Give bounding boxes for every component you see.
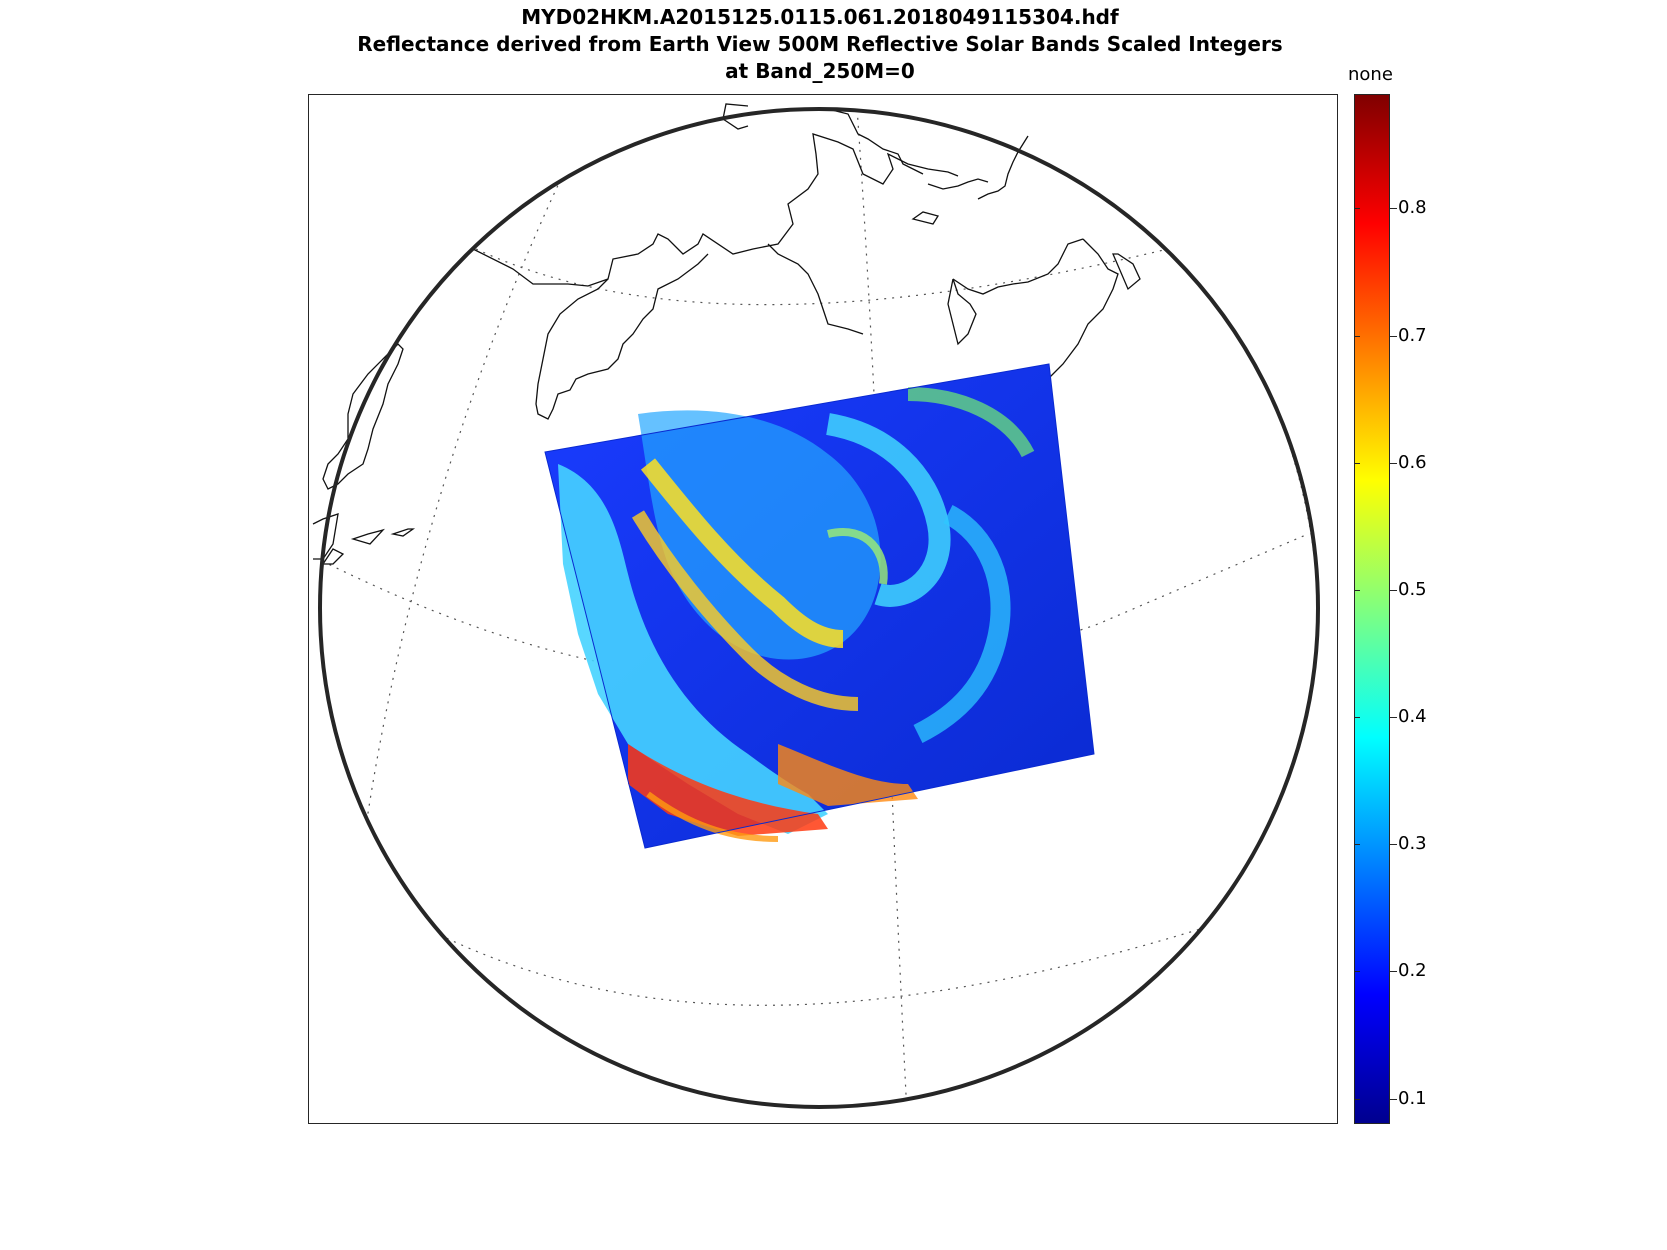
colorbar-tick-mark-left	[1354, 971, 1360, 972]
graticule	[320, 109, 1318, 1107]
colorbar-tick-mark-left	[1354, 208, 1360, 209]
reflectance-swath	[544, 363, 1095, 849]
title-line-2: Reflectance derived from Earth View 500M…	[357, 32, 1283, 56]
colorbar-tick-mark-left	[1354, 844, 1360, 845]
title-line-3: at Band_250M=0	[725, 59, 915, 83]
colorbar-tick-mark-left	[1354, 336, 1360, 337]
colorbar-tick-mark	[1389, 463, 1397, 464]
coastlines	[312, 103, 1141, 565]
colorbar-tick-mark-left	[1354, 717, 1360, 718]
colorbar-tick-mark	[1389, 717, 1397, 718]
colorbar-tick-label: 0.8	[1398, 197, 1427, 218]
map-canvas	[312, 103, 1320, 1109]
colorbar-unit-label: none	[1348, 64, 1393, 85]
colorbar-tick-mark-left	[1354, 590, 1360, 591]
colorbar	[1354, 94, 1390, 1124]
globe-outline	[318, 107, 1320, 1109]
colorbar-tick-label: 0.3	[1398, 833, 1427, 854]
colorbar-tick-mark	[1389, 336, 1397, 337]
colorbar-tick-label: 0.4	[1398, 706, 1427, 727]
title-line-1: MYD02HKM.A2015125.0115.061.2018049115304…	[521, 5, 1119, 29]
colorbar-tick-label: 0.2	[1398, 960, 1427, 981]
colorbar-tick-mark	[1389, 1099, 1397, 1100]
colorbar-tick-mark-left	[1354, 1099, 1360, 1100]
colorbar-tick-mark	[1389, 590, 1397, 591]
colorbar-tick-label: 0.6	[1398, 452, 1427, 473]
colorbar-tick-label: 0.1	[1398, 1088, 1427, 1109]
colorbar-tick-mark-left	[1354, 463, 1360, 464]
colorbar-tick-label: 0.5	[1398, 579, 1427, 600]
colorbar-tick-label: 0.7	[1398, 325, 1427, 346]
figure-title: MYD02HKM.A2015125.0115.061.2018049115304…	[0, 4, 1640, 85]
colorbar-tick-mark	[1389, 844, 1397, 845]
colorbar-tick-mark	[1389, 208, 1397, 209]
colorbar-tick-mark	[1389, 971, 1397, 972]
